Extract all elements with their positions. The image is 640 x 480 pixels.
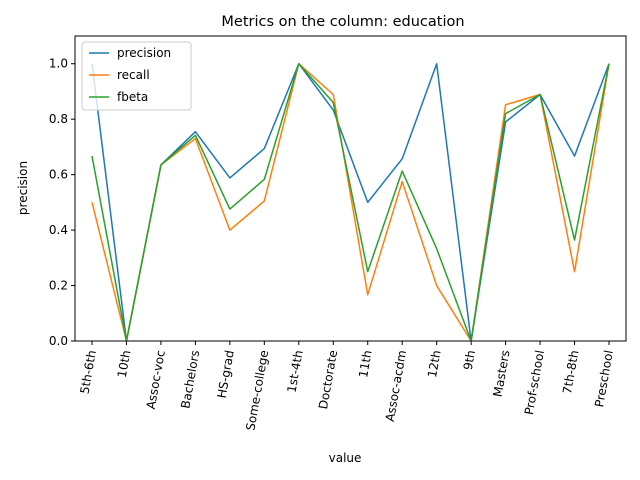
legend-label-precision: precision — [117, 46, 171, 60]
y-tick-label: 1.0 — [49, 57, 68, 71]
series-line-precision — [91, 62, 610, 342]
x-axis-label: value — [329, 451, 362, 465]
chart-title: Metrics on the column: education — [221, 14, 464, 30]
x-tick-label: 10th — [115, 349, 134, 379]
y-axis-label: precision — [16, 161, 30, 215]
x-tick-label: 11th — [356, 349, 375, 379]
axes-frame — [74, 35, 627, 342]
series-line-recall — [91, 62, 610, 342]
legend-label-fbeta: fbeta — [117, 90, 148, 104]
y-tick-label: 0.4 — [49, 223, 68, 237]
y-tick-label: 0.8 — [49, 112, 68, 126]
x-tick-label: 12th — [425, 349, 444, 379]
y-tick-label: 0.6 — [49, 168, 68, 182]
legend-box — [81, 41, 192, 111]
y-tick-label: 0.0 — [49, 334, 68, 348]
legend-label-recall: recall — [117, 68, 150, 82]
series-line-fbeta — [91, 62, 610, 342]
legend: precision recall fbeta — [81, 41, 192, 111]
y-tick-label: 0.2 — [49, 279, 68, 293]
x-tick-label: 9th — [461, 349, 478, 371]
